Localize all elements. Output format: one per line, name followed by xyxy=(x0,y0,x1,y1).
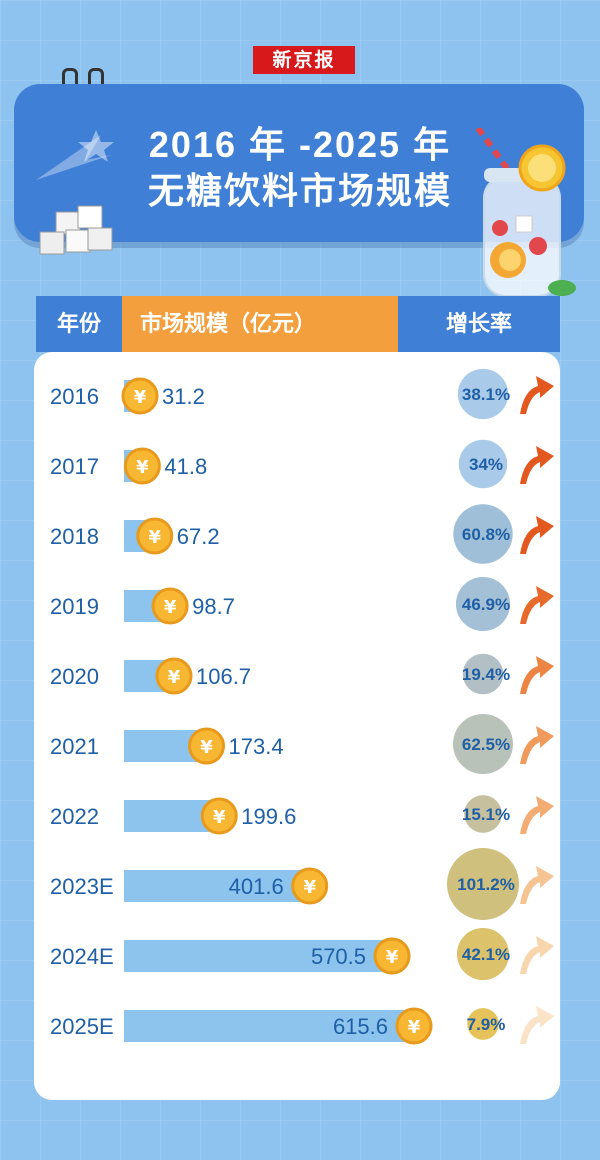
growth-bubble xyxy=(456,927,510,981)
value-label: 401.6 xyxy=(229,874,284,899)
header-growth-rate: 增长率 xyxy=(398,296,560,352)
value-label: 199.6 xyxy=(241,804,296,829)
yuan-symbol: ¥ xyxy=(136,457,149,478)
yuan-coin-icon xyxy=(395,1007,433,1045)
growth-label: 42.1% xyxy=(462,945,510,964)
growth-label: 62.5% xyxy=(462,735,510,754)
year-label: 2016 xyxy=(50,384,99,409)
value-label: 98.7 xyxy=(192,594,235,619)
yuan-symbol: ¥ xyxy=(200,737,213,758)
market-bar xyxy=(124,1010,424,1042)
growth-bubble xyxy=(464,795,502,833)
growth-label: 34% xyxy=(469,455,503,474)
up-arrow-icon xyxy=(520,726,554,764)
up-arrow-icon xyxy=(520,376,554,414)
yuan-symbol: ¥ xyxy=(386,947,399,968)
yuan-coin-icon xyxy=(373,937,411,975)
page-subtitle: 无糖饮料市场规模 xyxy=(147,170,452,211)
up-arrow-icon xyxy=(520,866,554,904)
year-label: 2025E xyxy=(50,1014,114,1039)
page-title: 2016 年 -2025 年 xyxy=(148,124,452,165)
yuan-coin-icon xyxy=(151,587,189,625)
growth-label: 15.1% xyxy=(462,805,510,824)
up-arrow-icon xyxy=(520,446,554,484)
up-arrow-icon xyxy=(520,516,554,554)
growth-bubble xyxy=(455,576,511,632)
yuan-symbol: ¥ xyxy=(134,387,147,408)
yuan-coin-icon xyxy=(155,657,193,695)
value-label: 173.4 xyxy=(229,734,284,759)
market-bar xyxy=(124,940,403,972)
up-arrow-icon xyxy=(520,586,554,624)
year-label: 2017 xyxy=(50,454,99,479)
year-label: 2022 xyxy=(50,804,99,829)
growth-bubble xyxy=(453,504,513,564)
up-arrow-icon xyxy=(520,936,554,974)
growth-label: 46.9% xyxy=(462,595,510,614)
up-arrow-icon xyxy=(520,796,554,834)
market-bar xyxy=(124,870,320,902)
value-label: 41.8 xyxy=(164,454,207,479)
value-label: 615.6 xyxy=(333,1014,388,1039)
year-label: 2024E xyxy=(50,944,114,969)
growth-bubble xyxy=(447,848,519,920)
yuan-symbol: ¥ xyxy=(148,527,161,548)
value-label: 67.2 xyxy=(177,524,220,549)
yuan-symbol: ¥ xyxy=(213,807,226,828)
year-label: 2018 xyxy=(50,524,99,549)
growth-bubble xyxy=(458,439,508,489)
growth-label: 60.8% xyxy=(462,525,510,544)
growth-label: 7.9% xyxy=(467,1015,506,1034)
growth-bubble xyxy=(452,713,514,775)
yuan-coin-icon xyxy=(123,447,161,485)
growth-bubble xyxy=(462,653,504,695)
value-label: 570.5 xyxy=(311,944,366,969)
up-arrow-icon xyxy=(520,656,554,694)
growth-label: 19.4% xyxy=(462,665,510,684)
growth-bubble xyxy=(467,1008,499,1040)
header-market-label: 市场规模（亿元） xyxy=(140,311,317,336)
year-label: 2020 xyxy=(50,664,99,689)
growth-label: 38.1% xyxy=(462,385,510,404)
yuan-symbol: ¥ xyxy=(168,667,181,688)
newspaper-logo: 新京报 xyxy=(253,46,355,74)
growth-bubble xyxy=(457,368,509,420)
header-year: 年份 xyxy=(36,296,122,352)
yuan-coin-icon xyxy=(188,727,226,765)
value-label: 31.2 xyxy=(162,384,205,409)
yuan-symbol: ¥ xyxy=(408,1017,421,1038)
year-label: 2023E xyxy=(50,874,114,899)
sugar-cubes-icon xyxy=(36,130,114,255)
yuan-symbol: ¥ xyxy=(303,877,316,898)
yuan-coin-icon xyxy=(121,377,159,415)
yuan-symbol: ¥ xyxy=(164,597,177,618)
up-arrow-icon xyxy=(520,1006,554,1044)
year-label: 2019 xyxy=(50,594,99,619)
year-label: 2021 xyxy=(50,734,99,759)
yuan-coin-icon xyxy=(291,867,329,905)
lemon-drink-icon xyxy=(475,128,576,297)
header-market-size: 市场规模（亿元） xyxy=(122,296,398,352)
growth-label: 101.2% xyxy=(457,875,515,894)
value-label: 106.7 xyxy=(196,664,251,689)
yuan-coin-icon xyxy=(200,797,238,835)
yuan-coin-icon xyxy=(136,517,174,555)
